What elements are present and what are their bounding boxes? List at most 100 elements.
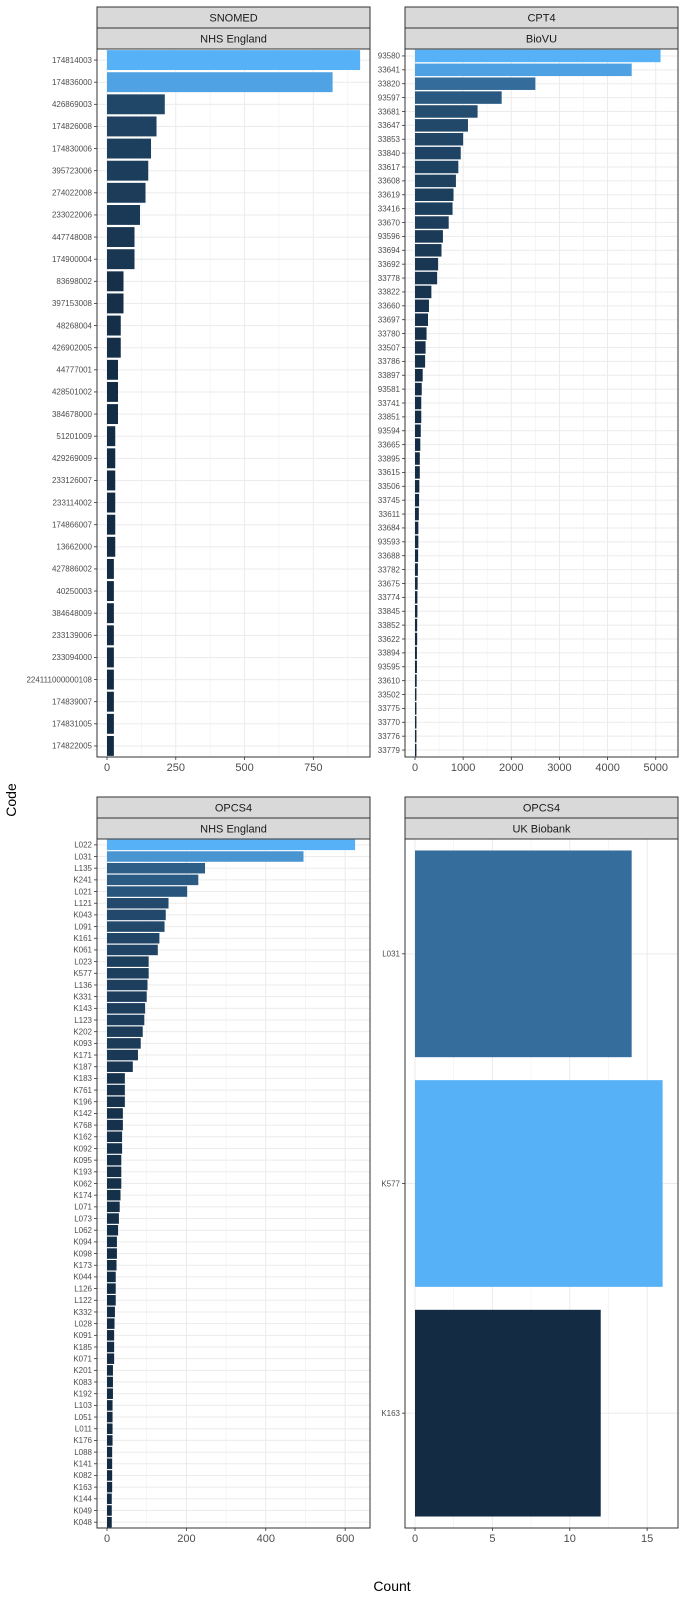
bar-33622 [415,632,418,646]
facet-panel-4: OPCS4 UK Biobank L031 K577 K163 0 5 10 15 [381,796,679,1545]
y-tick-label: 33845 [378,607,401,616]
bar-K092 [107,1143,123,1154]
y-tick-label: K185 [73,1343,92,1352]
y-tick-label: K163 [73,1483,92,1492]
y-tick-label: K142 [73,1109,92,1118]
bar-33619 [415,188,454,202]
facet-strip-label: SNOMED [209,13,257,25]
bar-33774 [415,591,418,604]
y-tick-label: K202 [73,1027,92,1036]
y-tick-label: 33608 [378,177,401,186]
bar-K332 [107,1306,115,1318]
y-tick-label: 33675 [378,579,401,588]
bar-93596 [415,230,443,243]
x-tick-label: 15 [641,1533,653,1545]
y-tick-label: K196 [73,1098,92,1107]
y-tick-label: 174839007 [52,697,93,706]
y-tick-label: 33692 [378,260,401,269]
bar-33692 [415,257,439,271]
y-tick-label: 384648009 [52,609,93,618]
y-tick-label: 33820 [378,80,401,89]
bar-K061 [107,944,158,956]
bar-174866007 [107,514,116,535]
y-tick-label: 33660 [378,302,401,311]
bar-L071 [107,1201,120,1213]
y-tick-label: 93593 [378,538,401,547]
bar-426869003 [107,94,165,115]
facet-strip-label: OPCS4 [523,803,560,815]
x-tick-label: 0 [104,762,110,774]
y-tick-label: 224111000000108 [26,675,92,684]
y-tick-label: 33507 [378,343,401,352]
bar-L103 [107,1400,113,1411]
bar-233114002 [107,492,116,513]
y-tick-label: 33745 [378,496,401,505]
y-tick-label: K061 [73,946,92,955]
bar-K143 [107,1003,146,1014]
bar-174826008 [107,116,157,137]
y-tick-label: K162 [73,1133,92,1142]
bar-40250003 [107,581,114,602]
x-tick-label: 0 [412,1533,418,1545]
y-tick-label: 48268004 [56,321,92,330]
bar-174822005 [107,735,114,756]
bar-K185 [107,1341,115,1353]
bar-K193 [107,1166,122,1178]
bar-397153008 [107,293,124,314]
bar-K196 [107,1096,125,1108]
y-tick-label: K144 [73,1495,92,1504]
bar-K183 [107,1073,125,1084]
y-tick-label: 33688 [378,552,401,561]
y-tick-label: 33684 [378,524,401,533]
bar-33665 [415,438,421,451]
bar-33776 [415,729,417,743]
y-tick-label: 233126007 [52,476,93,485]
y-tick-label: L031 [74,852,92,861]
panel-border [96,48,371,758]
y-tick-label: K049 [73,1506,92,1515]
bar-233126007 [107,470,116,491]
y-tick-label: 33770 [378,718,401,727]
y-tick-label: 395723006 [52,166,93,175]
y-tick-label: 33681 [378,107,401,116]
y-tick-label: L011 [75,1425,93,1434]
y-tick-label: 93597 [378,93,401,102]
y-tick-label: 33779 [378,746,401,755]
bar-428501002 [107,381,119,402]
bar-K331 [107,991,147,1002]
y-tick-label: K761 [73,1086,92,1095]
bar-L091 [107,921,165,932]
y-tick-label: 33611 [378,510,400,519]
bar-K161 [107,933,160,944]
bar-174839007 [107,691,114,712]
y-tick-label: 33776 [378,732,401,741]
x-tick-label: 1000 [451,762,475,774]
y-tick-label: K577 [381,1179,400,1188]
bar-395723006 [107,160,149,181]
bar-33506 [415,480,420,493]
bar-K094 [107,1236,117,1248]
x-tick-label: 10 [564,1533,576,1545]
bar-384678000 [107,404,119,425]
bar-48268004 [107,315,121,336]
bar-233139006 [107,625,114,646]
bar-426902005 [107,337,121,358]
bar-33617 [415,160,459,174]
y-tick-label: K092 [73,1144,92,1153]
y-tick-label: K093 [73,1039,92,1048]
bar-L051 [107,1411,113,1423]
y-tick-label: L123 [74,1016,92,1025]
x-tick-label: 2000 [499,762,523,774]
y-tick-label: 83698002 [56,277,92,286]
facet-strip-label: NHS England [200,824,267,836]
bar-L028 [107,1318,115,1329]
bar-L031 [415,850,632,1058]
y-tick-label: K192 [73,1390,92,1399]
bar-33611 [415,507,419,521]
bar-174831005 [107,713,114,734]
y-tick-label: L126 [74,1284,92,1293]
bar-429269009 [107,448,116,469]
y-tick-label: 233094000 [52,653,93,662]
y-tick-label: 428501002 [52,388,93,397]
y-tick-label: K091 [73,1331,92,1340]
